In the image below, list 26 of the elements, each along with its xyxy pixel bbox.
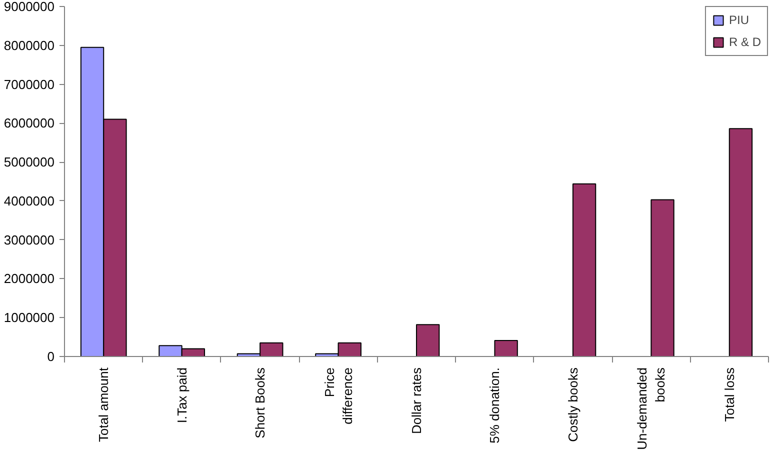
- x-tick-label: Total loss: [722, 367, 737, 422]
- x-tick-label: Dollar rates: [409, 367, 424, 434]
- y-tick-label: 8000000: [4, 38, 55, 53]
- y-tick-label: 9000000: [4, 0, 55, 14]
- bar: [494, 340, 518, 356]
- bar: [416, 324, 440, 356]
- y-tick-label: 0: [47, 349, 55, 364]
- x-tick-label: Total amount: [96, 367, 112, 442]
- y-tick-label: 3000000: [4, 232, 55, 248]
- bar: [572, 183, 596, 356]
- x-tick-label: 5% donation.: [487, 367, 502, 444]
- bar: [728, 128, 753, 356]
- legend-label: R & D: [728, 35, 761, 49]
- y-tick-label: 4000000: [4, 193, 55, 208]
- y-tick-label: 2000000: [4, 271, 55, 286]
- x-tick-label: I.Tax paid: [174, 367, 190, 424]
- bar: [650, 199, 674, 356]
- x-tick-label: Costly books: [565, 367, 580, 442]
- y-tick-label: 5000000: [4, 154, 55, 170]
- x-tick-label: Price difference: [322, 367, 355, 424]
- legend-label: PIU: [728, 13, 749, 27]
- x-tick-label: Un-demanded books: [634, 367, 668, 450]
- y-tick-label: 7000000: [4, 76, 55, 92]
- y-tick-label: 1000000: [4, 310, 55, 326]
- y-tick-label: 6000000: [4, 116, 55, 131]
- x-tick-label: Short Books: [252, 367, 268, 438]
